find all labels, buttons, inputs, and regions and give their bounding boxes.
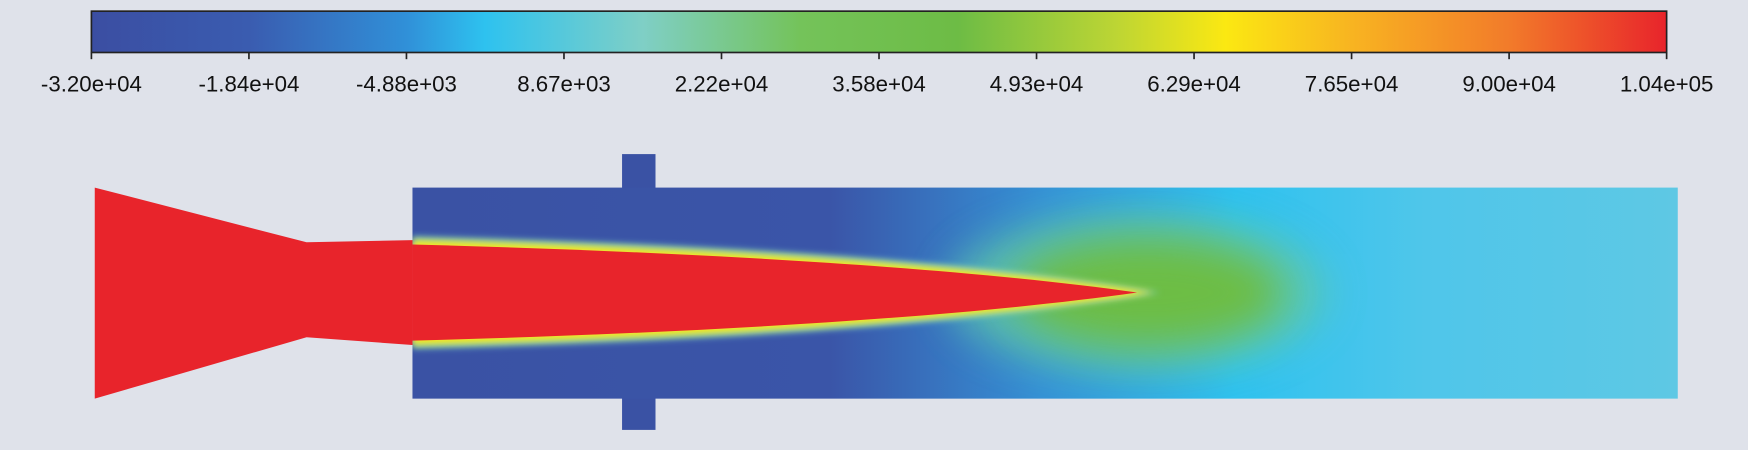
- colorbar-tick-label: -3.20e+04: [41, 72, 142, 97]
- colorbar-tick-label: -1.84e+04: [198, 72, 299, 97]
- colorbar-tick-label: 2.22e+04: [675, 72, 769, 97]
- colorbar-tick-label: 1.04e+05: [1620, 72, 1714, 97]
- colorbar-tick-label: 6.29e+04: [1147, 72, 1241, 97]
- colorbar-tick-label: 9.00e+04: [1462, 72, 1556, 97]
- jet-plume: [412, 214, 1327, 371]
- colorbar-tick-label: -4.88e+03: [356, 72, 457, 97]
- colorbar-tick-label: 7.65e+04: [1305, 72, 1399, 97]
- colorbar-ticks: -3.20e+04 -1.84e+04 -4.88e+03 8.67e+03 2.22e…: [41, 52, 1714, 97]
- colorbar-tick-label: 8.67e+03: [517, 72, 611, 97]
- colorbar-tick-label: 3.58e+04: [832, 72, 926, 97]
- colorbar-tick-label: 4.93e+04: [990, 72, 1084, 97]
- colorbar: [90, 10, 1668, 54]
- nozzle: [94, 187, 413, 399]
